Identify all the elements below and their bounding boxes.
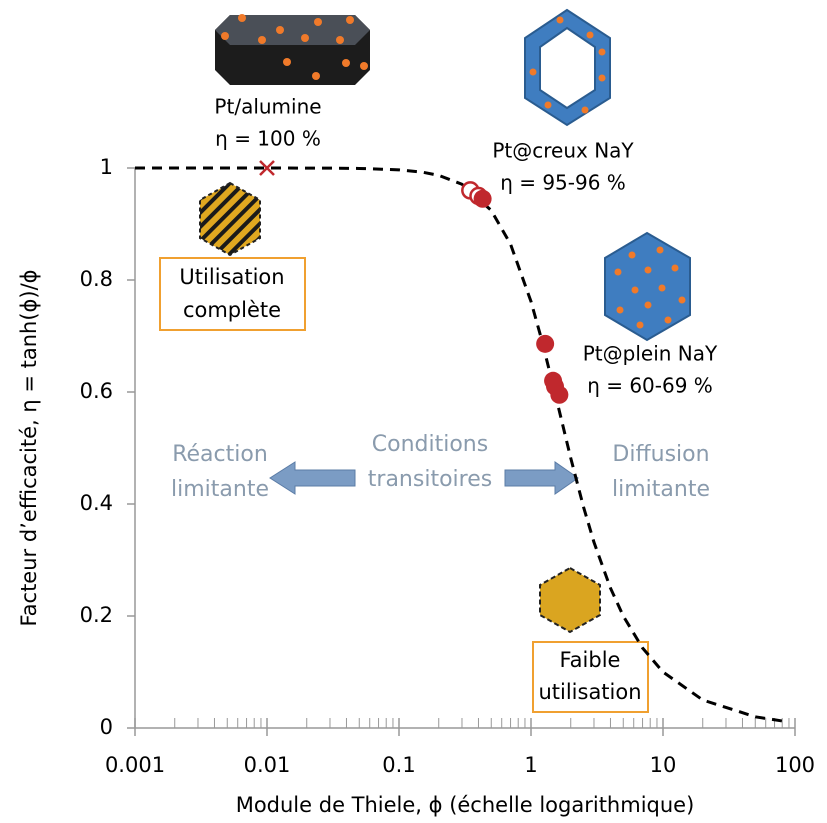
annotation: Faible	[560, 648, 621, 672]
annotation: Utilisation	[179, 265, 284, 289]
annotation: Diffusion	[612, 442, 709, 467]
x-tick-label: 0.01	[244, 753, 291, 777]
annotation: Pt@plein NaY	[583, 342, 718, 366]
x-axis-title: Module de Thiele, ϕ (échelle logarithmiq…	[236, 793, 695, 817]
hollow-zeolite-icon	[524, 8, 611, 127]
y-tick-label: 0.4	[80, 491, 113, 515]
annotation: η = 100 %	[215, 127, 321, 151]
annotation: Réaction	[172, 442, 268, 467]
x-tick-label: 10	[650, 753, 677, 777]
annotation: complète	[183, 298, 281, 322]
filled-marker	[536, 334, 555, 353]
striped-hexagon-icon	[199, 181, 261, 257]
y-tick-label: 0.6	[80, 379, 113, 403]
plot-area: 0 0.2 0.4 0.6 0.8 1 0.001 0.01 0.1 1 10 100	[80, 155, 815, 777]
annotation: limitante	[612, 477, 710, 502]
full-zeolite-icon	[604, 231, 691, 342]
y-tick-label: 0	[100, 715, 113, 739]
annotation: Conditions	[372, 432, 488, 457]
complete-box	[159, 257, 306, 331]
right-arrow	[504, 461, 579, 495]
x-tick-label: 100	[775, 753, 815, 777]
gold-hexagon-icon	[539, 566, 601, 634]
annotation: η = 95-96 %	[500, 171, 626, 195]
x-tick-label: 0.001	[105, 753, 165, 777]
annotation: η = 60-69 %	[587, 374, 713, 398]
cross-marker	[259, 160, 275, 176]
x-tick-label: 0.1	[382, 753, 415, 777]
annotation: transitoires	[368, 467, 492, 492]
y-tick-label: 1	[100, 155, 113, 179]
y-tick-label: 0.8	[80, 267, 113, 291]
alumina-prism-icon	[215, 14, 370, 85]
y-axis-title: Facteur d’efficacité, η = tanh(ϕ)/ϕ	[17, 269, 41, 626]
filled-marker	[550, 385, 569, 404]
annotation: utilisation	[538, 680, 641, 704]
left-arrow	[269, 461, 356, 495]
y-tick-label: 0.2	[80, 603, 113, 627]
annotation: Pt@creux NaY	[492, 139, 634, 163]
annotation: Pt/alumine	[214, 95, 321, 119]
annotation: limitante	[171, 477, 269, 502]
x-tick-label: 1	[524, 753, 537, 777]
filled-marker	[473, 189, 492, 208]
low-box	[532, 641, 649, 713]
